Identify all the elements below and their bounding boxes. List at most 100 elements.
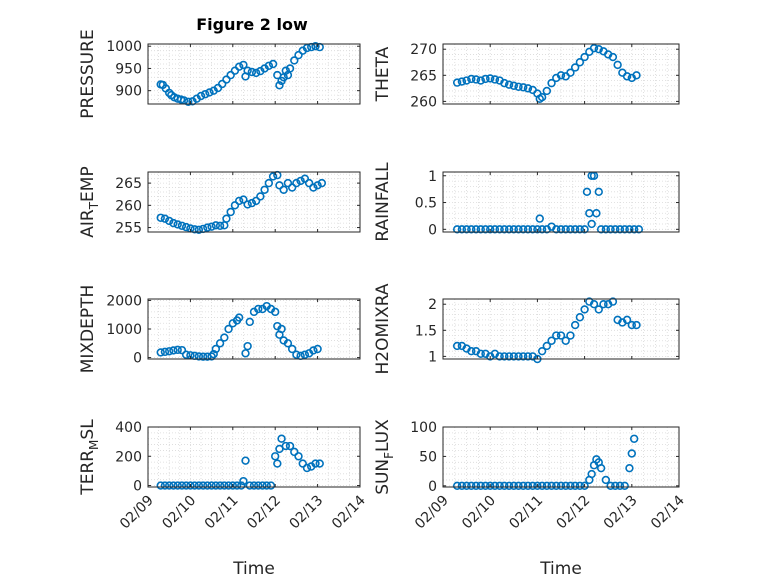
data-point	[537, 225, 547, 234]
data-point	[285, 441, 295, 451]
data-point	[467, 346, 476, 356]
data-point	[570, 63, 580, 72]
data-point	[476, 349, 485, 358]
axes-box	[442, 298, 680, 360]
data-point	[198, 481, 208, 490]
data-point	[519, 352, 528, 361]
data-point	[156, 213, 165, 222]
data-point	[486, 481, 495, 491]
data-point	[271, 452, 280, 461]
x-tick-label: 02/12	[554, 493, 594, 533]
data-point	[262, 481, 271, 490]
data-point	[285, 64, 295, 73]
data-point	[556, 331, 566, 340]
data-point	[224, 481, 233, 490]
data-point	[587, 469, 596, 479]
data-point	[160, 347, 170, 357]
data-point	[570, 481, 580, 491]
data-point	[589, 300, 599, 309]
y-tick-label: 50	[419, 449, 437, 465]
data-point	[632, 71, 641, 80]
data-point	[514, 225, 523, 234]
y-tick-label: 255	[115, 221, 142, 237]
data-point	[281, 66, 290, 75]
y-tick-label: 0	[428, 479, 437, 495]
data-point	[207, 222, 216, 231]
data-point	[575, 225, 585, 234]
data-point	[254, 304, 263, 314]
data-point	[561, 225, 570, 234]
data-point	[627, 449, 636, 458]
y-tick-label: 200	[115, 449, 142, 465]
subplot-terr_msl: 0 200 400 02/09 02/10 02/11 02/12 02/13 02/14 Tim…	[78, 419, 369, 579]
data-point	[523, 225, 533, 234]
data-point	[504, 481, 514, 491]
data-point	[203, 481, 212, 490]
data-point	[547, 336, 556, 345]
data-point	[245, 481, 254, 490]
data-point	[247, 67, 257, 77]
data-point	[156, 481, 165, 490]
data-point	[281, 441, 290, 451]
data-point	[490, 481, 500, 491]
x-tick-label: 02/13	[601, 493, 641, 533]
data-point	[203, 223, 212, 232]
data-point	[606, 225, 615, 234]
data-point	[462, 76, 471, 85]
y-tick-label: 400	[115, 420, 142, 436]
y-axis-label: RAINFALL	[373, 162, 393, 242]
y-tick-label: 900	[115, 84, 142, 100]
data-point	[620, 481, 629, 491]
data-point	[490, 225, 500, 234]
data-point	[570, 320, 580, 330]
data-point	[165, 481, 174, 490]
data-point	[523, 84, 533, 93]
data-point	[452, 225, 462, 234]
data-point	[241, 349, 250, 358]
data-point	[169, 346, 178, 355]
axes-box	[442, 43, 680, 105]
data-point	[611, 225, 620, 234]
data-point	[205, 88, 214, 97]
data-point	[300, 350, 310, 359]
data-point	[537, 93, 547, 102]
x-tick-label: 02/10	[159, 493, 199, 533]
data-point	[234, 62, 244, 71]
data-point	[194, 481, 204, 490]
data-point	[476, 481, 485, 491]
data-point	[509, 352, 518, 361]
data-point	[317, 178, 327, 188]
data-point	[190, 481, 199, 490]
data-point	[207, 352, 216, 361]
data-point	[234, 196, 244, 206]
data-point	[243, 341, 252, 351]
data-point	[542, 481, 552, 491]
data-point	[266, 481, 276, 490]
data-point	[561, 336, 570, 345]
data-point	[277, 434, 286, 443]
data-point	[582, 187, 592, 197]
data-point	[495, 352, 504, 361]
data-point	[264, 178, 274, 188]
data-point	[580, 305, 589, 314]
axes-box	[147, 426, 361, 488]
x-axis-label: Time	[232, 559, 275, 579]
data-point	[452, 341, 462, 351]
axes-box	[147, 43, 361, 105]
data-point	[601, 475, 611, 485]
data-point	[300, 174, 310, 183]
data-point	[302, 43, 312, 53]
data-point	[169, 218, 178, 228]
data-point	[566, 481, 575, 491]
data-point	[287, 344, 297, 354]
data-point	[481, 74, 490, 84]
x-tick-label: 02/11	[202, 493, 242, 533]
data-point	[243, 66, 252, 75]
y-tick-label: 950	[115, 61, 142, 77]
data-point	[224, 324, 233, 334]
data-point	[471, 481, 481, 491]
data-point	[596, 225, 606, 234]
data-point	[313, 344, 322, 354]
data-point	[194, 225, 204, 234]
data-point	[556, 481, 566, 491]
